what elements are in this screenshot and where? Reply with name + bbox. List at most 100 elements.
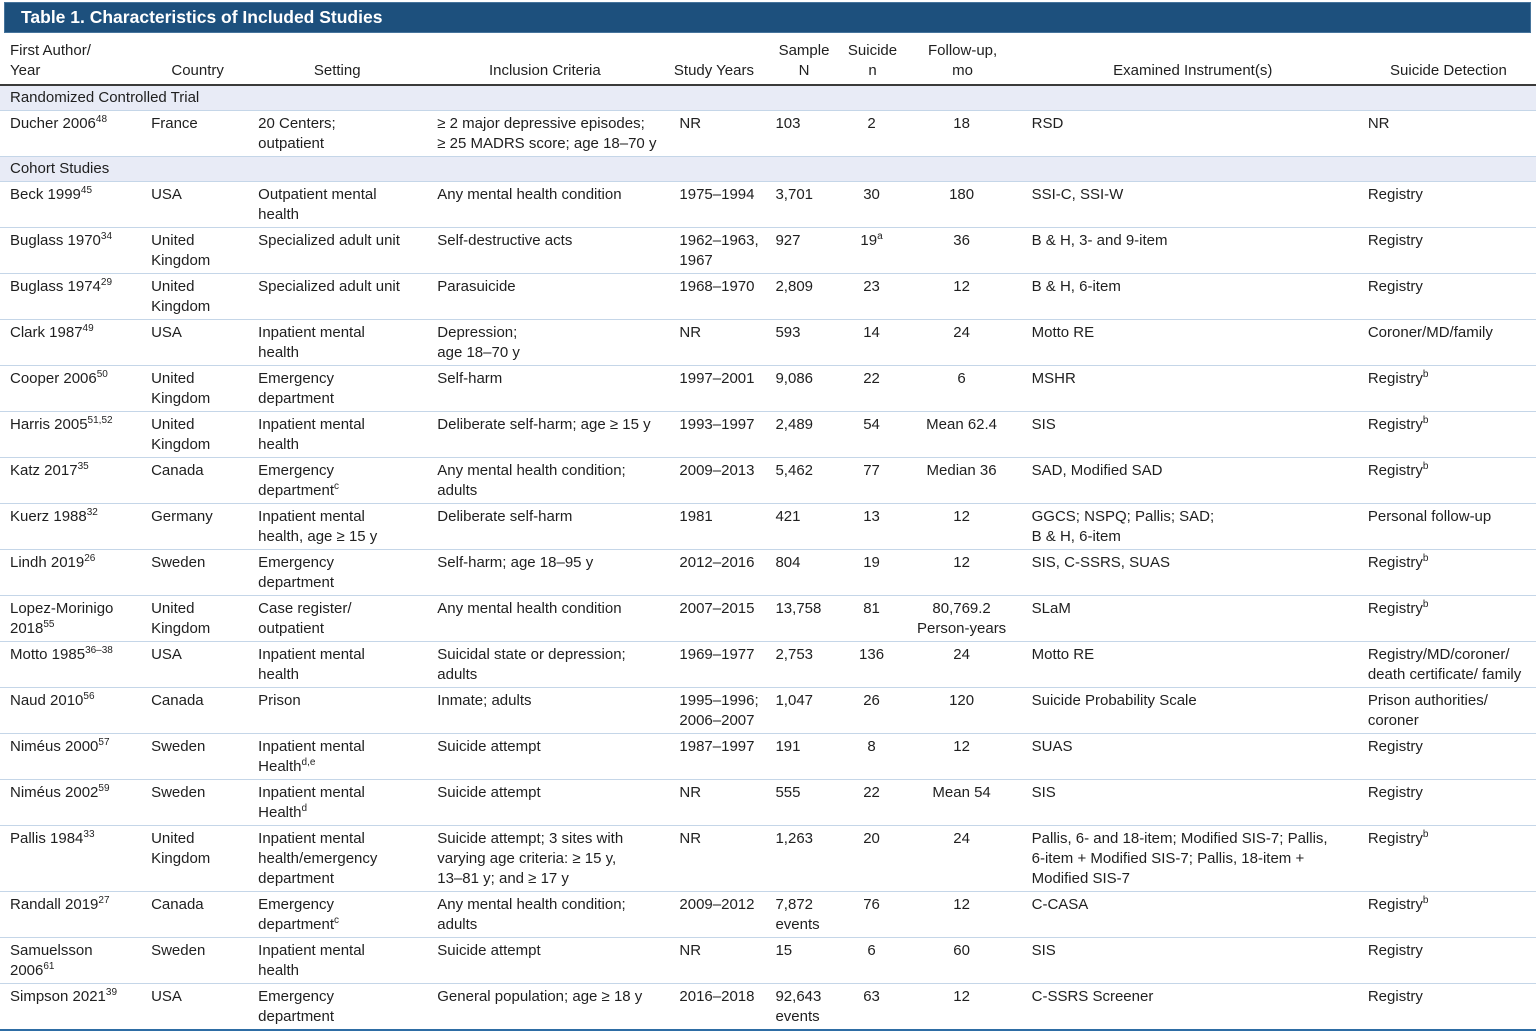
cell-setting: Inpatient mental health	[249, 319, 430, 366]
cell-detection: Registry	[1364, 227, 1536, 274]
superscript-note: 36–38	[85, 645, 113, 656]
cell-detection: Registryb	[1364, 891, 1536, 938]
cell-country: USA	[150, 983, 250, 1030]
cell-country: Sweden	[150, 733, 250, 780]
cell-author: Motto 198536–38	[0, 641, 151, 688]
cell-author: Harris 200551,52	[0, 411, 151, 458]
superscript-note: 51,52	[87, 415, 113, 426]
cell-instruments: Motto RE	[1024, 641, 1365, 688]
cell-sample: 9,086	[767, 365, 845, 412]
cell-suicide: 76	[844, 891, 905, 938]
cell-instruments: C-CASA	[1024, 891, 1365, 938]
cell-followup: 80,769.2 Person-years	[904, 595, 1025, 642]
cell-inclusion: General population; age ≥ 18 y	[429, 983, 665, 1030]
superscript-note: 48	[95, 114, 108, 125]
cell-sample: 1,263	[767, 825, 845, 892]
cell-country: United Kingdom	[150, 825, 250, 892]
table-row: Kuerz 198832 Germany Inpatient mental healt…	[0, 503, 1536, 550]
superscript-note: b	[1422, 461, 1429, 472]
cell-followup: 12	[904, 549, 1025, 596]
cell-detection: Registryb	[1364, 595, 1536, 642]
cell-detection: Registry	[1364, 937, 1536, 984]
cell-instruments: Motto RE	[1024, 319, 1365, 366]
superscript-note: 39	[105, 987, 118, 998]
cell-inclusion: Suicide attempt	[429, 937, 665, 984]
column-header-inclusion: Inclusion Criteria	[429, 33, 665, 86]
cell-country: Germany	[150, 503, 250, 550]
cell-detection: Registryb	[1364, 365, 1536, 412]
cell-inclusion: Any mental health condition	[429, 595, 665, 642]
superscript-note: 34	[100, 231, 113, 242]
cell-followup: 12	[904, 503, 1025, 550]
cell-suicide: 77	[844, 457, 905, 504]
column-header-sample: Sample N	[767, 33, 845, 86]
cell-suicide: 30	[844, 181, 905, 228]
cell-inclusion: Suicide attempt	[429, 779, 665, 826]
cell-instruments: GGCS; NSPQ; Pallis; SAD; B & H, 6-item	[1024, 503, 1365, 550]
cell-setting: Inpatient mental health	[249, 411, 430, 458]
cell-inclusion: Suicide attempt	[429, 733, 665, 780]
cell-instruments: Suicide Probability Scale	[1024, 687, 1365, 734]
cell-suicide: 13	[844, 503, 905, 550]
cell-years: 1981	[664, 503, 768, 550]
column-header-suicide: Suicide n	[844, 33, 905, 86]
cell-suicide: 26	[844, 687, 905, 734]
cell-years: 1995–1996; 2006–2007	[664, 687, 768, 734]
cell-setting: Inpatient mental health	[249, 641, 430, 688]
column-header-followup: Follow-up, mo	[904, 33, 1025, 86]
cell-author: Ducher 200648	[0, 110, 151, 157]
cell-followup: 24	[904, 825, 1025, 892]
cell-sample: 2,809	[767, 273, 845, 320]
cell-instruments: SIS, C-SSRS, SUAS	[1024, 549, 1365, 596]
cell-inclusion: Suicide attempt; 3 sites with varying age…	[429, 825, 665, 892]
table-row: Samuelsson 200661 Sweden Inpatient mental he…	[0, 937, 1536, 984]
cell-setting: Emergency departmentc	[249, 891, 430, 938]
cell-followup: 24	[904, 319, 1025, 366]
cell-detection: Registry	[1364, 779, 1536, 826]
cell-detection: Coroner/MD/family	[1364, 319, 1536, 366]
cell-years: NR	[664, 937, 768, 984]
cell-suicide: 19	[844, 549, 905, 596]
cell-suicide: 63	[844, 983, 905, 1030]
table-row: Beck 199945 USA Outpatient mental health Any…	[0, 181, 1536, 228]
cell-setting: Inpatient mental health	[249, 937, 430, 984]
superscript-note: 59	[98, 783, 110, 794]
cell-sample: 5,462	[767, 457, 845, 504]
cell-instruments: SSI-C, SSI-W	[1024, 181, 1365, 228]
cell-inclusion: Suicidal state or depression; adults	[429, 641, 665, 688]
table-row: Cooper 200650 United Kingdom Emergency depar…	[0, 365, 1536, 412]
superscript-note: a	[877, 231, 883, 242]
cell-author: Naud 201056	[0, 687, 151, 734]
column-header-instruments: Examined Instrument(s)	[1024, 33, 1365, 86]
table-row: Randall 201927 Canada Emergency departmentc…	[0, 891, 1536, 938]
cell-instruments: SLaM	[1024, 595, 1365, 642]
cell-suicide: 22	[844, 779, 905, 826]
cell-suicide: 6	[844, 937, 905, 984]
cell-suicide: 54	[844, 411, 905, 458]
superscript-note: d,e	[301, 757, 316, 768]
superscript-note: 27	[98, 895, 110, 906]
cell-sample: 927	[767, 227, 845, 274]
cell-years: 1993–1997	[664, 411, 768, 458]
table-row: Lopez-Morinigo 201855 United Kingdom Case re…	[0, 595, 1536, 642]
cell-author: Kuerz 198832	[0, 503, 151, 550]
cell-years: 1975–1994	[664, 181, 768, 228]
cell-years: 1987–1997	[664, 733, 768, 780]
cell-followup: Mean 54	[904, 779, 1025, 826]
cell-inclusion: Depression; age 18–70 y	[429, 319, 665, 366]
superscript-note: 61	[43, 961, 55, 972]
table-title-bar: Table 1. Characteristics of Included Stu…	[4, 2, 1531, 33]
cell-years: 1969–1977	[664, 641, 768, 688]
cell-sample: 593	[767, 319, 845, 366]
table-row: Pallis 198433 United Kingdom Inpatient ment…	[0, 825, 1536, 892]
cell-followup: 24	[904, 641, 1025, 688]
cell-setting: Emergency department	[249, 983, 430, 1030]
cell-inclusion: Deliberate self-harm; age ≥ 15 y	[429, 411, 665, 458]
superscript-note: b	[1422, 829, 1429, 840]
cell-country: Canada	[150, 687, 250, 734]
cell-years: 2007–2015	[664, 595, 768, 642]
superscript-note: 55	[43, 619, 55, 630]
cell-country: France	[150, 110, 250, 157]
cell-followup: 12	[904, 983, 1025, 1030]
table-row: Simpson 202139 USA Emergency department Gene…	[0, 983, 1536, 1030]
